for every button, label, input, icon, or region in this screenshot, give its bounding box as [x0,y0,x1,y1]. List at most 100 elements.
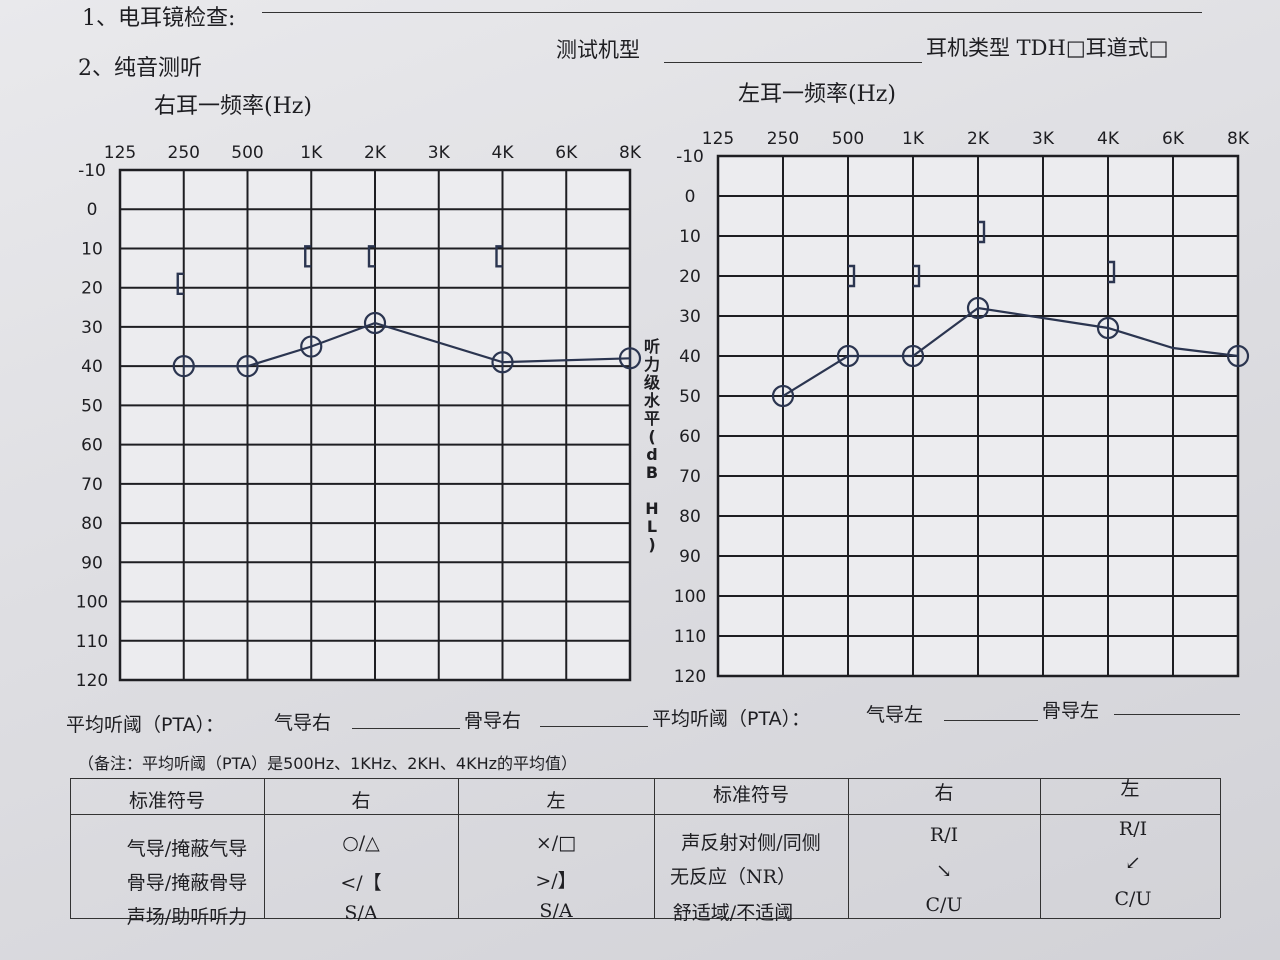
machine-label: 测试机型 [556,38,640,62]
legend-cell: S/A [539,900,573,922]
left-ear-masked-bone-point [978,220,986,244]
legend-cell: 气导/掩蔽气导 [126,838,248,860]
right-ear-title: 右耳一频率(Hz) [154,94,312,119]
y-axis-label-char: 级 [644,373,661,392]
left-ear-x-tick-label: 8K [1227,129,1250,149]
left-ear-x-tick-label: 2K [967,129,990,149]
left-ear-y-tick-label: 110 [674,627,706,647]
left-ear-x-tick-label: 4K [1097,129,1120,149]
right-ear-x-tick-label: 125 [104,143,136,163]
left-ear-masked-bone-point [1108,260,1116,284]
right-ear-y-tick-label: 60 [81,436,103,456]
right-ear-x-tick-label: 8K [619,143,642,163]
legend-header-left-2: 左 [1120,778,1140,800]
left-ear-title: 左耳一频率(Hz) [738,82,896,107]
legend-cell: S/A [344,902,378,924]
pta-air-right-field [352,728,460,729]
symbol-legend-table: 标准符号 右 左 标准符号 右 左 气导/掩蔽气导 ○/△ ×/□ 声反射对侧/… [70,770,1222,928]
y-axis-label-char: L [647,517,657,536]
legend-header-symbol: 标准符号 [128,790,205,812]
left-ear-x-tick-label: 1K [902,129,925,149]
right-ear-y-tick-label: -10 [78,161,106,181]
left-ear-y-tick-label: 90 [679,547,701,567]
left-ear-y-tick-label: 30 [679,307,701,327]
left-ear-x-tick-label: 6K [1162,129,1185,149]
legend-cell: 无反应（NR） [670,866,796,888]
right-ear-masked-bone-point [495,245,503,268]
pure-tone-label: 2、纯音测听 [78,56,202,81]
left-ear-masked-bone-point [848,264,856,288]
left-ear-masked-bone-point [913,264,921,288]
pta-label-left: 平均听阈（PTA）： [652,708,811,730]
legend-cell: </【 [340,872,382,894]
left-ear-y-tick-label: 60 [679,427,701,447]
right-ear-y-tick-label: 80 [81,514,103,534]
left-ear-x-tick-label: 3K [1032,129,1055,149]
legend-header-symbol-2: 标准符号 [712,784,789,806]
left-ear-x-tick-label: 500 [832,129,864,149]
right-ear-y-tick-label: 90 [81,553,103,573]
left-ear-x-tick-label: 250 [767,129,799,149]
left-ear-y-tick-label: 10 [679,227,701,247]
legend-cell: C/U [925,894,963,916]
legend-cell: ↙ [1125,852,1141,874]
right-ear-x-tick-label: 250 [168,143,200,163]
pta-air-left-label: 气导左 [866,704,924,726]
pta-label: 平均听阈（PTA）： [66,714,225,736]
right-ear-y-tick-label: 110 [76,632,108,652]
legend-cell: ×/□ [535,832,577,854]
left-ear-y-tick-label: 70 [679,467,701,487]
legend-cell: 骨导/掩蔽骨导 [126,872,248,894]
right-ear-x-tick-label: 1K [300,143,323,163]
legend-header-left: 左 [546,790,566,812]
y-axis-label-char: 听 [644,337,660,356]
otoscopy-label: 1、电耳镜检查: [82,6,236,31]
machine-line [664,62,922,63]
right-ear-y-tick-label: 20 [81,279,103,299]
right-ear-y-tick-label: 70 [81,475,103,495]
right-ear-x-tick-label: 500 [231,143,263,163]
pta-air-right-label: 气导右 [274,712,332,734]
y-axis-label-char: ( [648,427,655,446]
right-ear-y-tick-label: 120 [76,671,108,691]
left-ear-y-tick-label: 0 [685,187,696,207]
right-ear-y-tick-label: 30 [81,318,103,338]
y-axis-label-char: 力 [644,355,660,374]
pta-bone-left-field [1114,714,1240,715]
pta-note: （备注：平均听阈（PTA）是500Hz、1KHz、2KH、4KHz的平均值） [78,754,578,773]
legend-cell: ○/△ [342,832,380,854]
right-ear-y-tick-label: 40 [81,357,103,377]
left-ear-x-tick-label: 125 [702,129,734,149]
y-axis-label-char: ) [648,535,655,554]
audiogram-charts: 125 250 500 1K 2K 3K 4K 6K 8K -10 0 10 20 30 40 50 60 70 8… [76,129,1250,691]
pta-bone-left-label: 骨导左 [1042,700,1100,722]
left-ear-y-tick-label: -10 [676,147,704,167]
legend-cell: R/I [1118,818,1148,840]
y-axis-label-char: B [646,463,658,482]
left-ear-y-tick-label: 20 [679,267,701,287]
right-ear-masked-bone-point [176,272,184,295]
right-ear-x-tick-label: 6K [555,143,578,163]
legend-cell: C/U [1114,888,1152,910]
legend-cell: 声场/助听听力 [126,906,248,928]
otoscopy-line [262,12,1202,13]
pta-air-left-field [944,720,1038,721]
legend-cell: R/I [929,824,959,846]
legend-cell: ↘ [936,860,952,882]
right-ear-x-tick-label: 2K [364,143,387,163]
earphone-type-label: 耳机类型 TDH□耳道式□ [926,36,1169,60]
right-ear-x-tick-label: 3K [428,143,451,163]
legend-cell: >/】 [535,870,577,892]
left-ear-y-tick-label: 50 [679,387,701,407]
y-axis-label-char: 水 [644,391,661,410]
right-ear-y-tick-label: 100 [76,593,108,613]
left-ear-y-tick-label: 40 [679,347,701,367]
right-ear-masked-bone-point [304,245,312,268]
legend-header-right-2: 右 [934,782,954,804]
pta-bone-right-field [540,726,648,727]
legend-cell: 声反射对侧/同侧 [681,832,821,854]
right-ear-y-tick-label: 0 [87,200,98,220]
y-axis-label-char: H [645,499,658,518]
left-ear-y-tick-label: 100 [674,587,706,607]
